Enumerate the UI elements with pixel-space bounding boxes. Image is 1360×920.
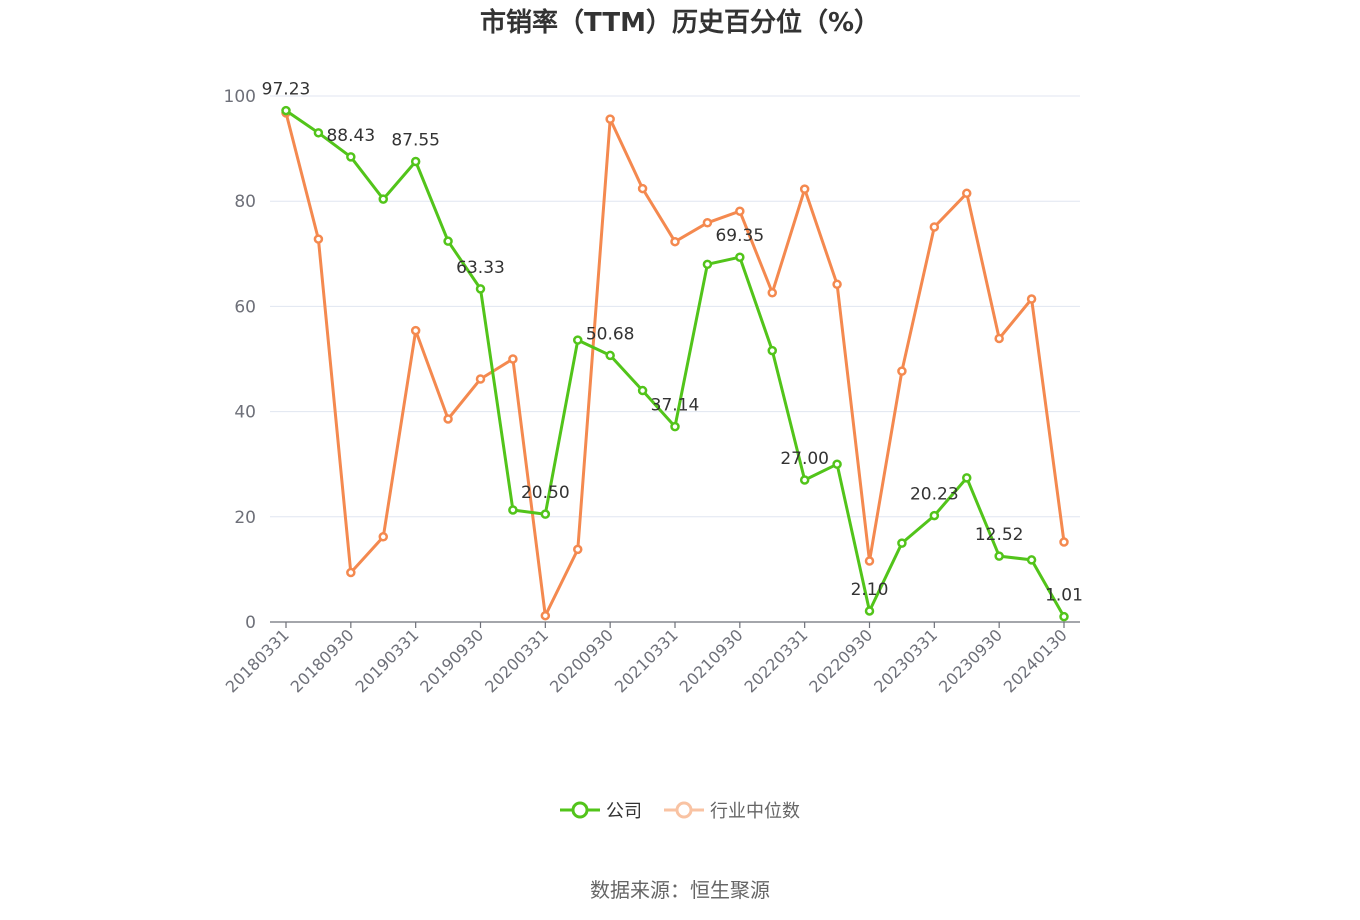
data-point[interactable] [897,538,907,548]
data-label: 37.14 [651,396,700,416]
data-point[interactable] [346,152,356,162]
data-label: 88.43 [326,126,375,146]
data-point[interactable] [637,385,648,396]
x-tick-label: 20200930 [546,625,617,696]
data-point[interactable] [540,509,551,519]
x-tick-label: 20240130 [1000,625,1071,696]
data-source: 数据来源：恒生聚源 [590,878,770,902]
data-point[interactable] [346,567,356,578]
legend-line-circle-icon [664,801,704,819]
data-point[interactable] [443,414,453,424]
y-tick-label: 80 [234,192,256,212]
data-point[interactable] [1026,294,1037,304]
data-label: 12.52 [975,525,1024,545]
data-label: 20.50 [521,483,570,503]
data-point[interactable] [897,366,907,376]
legend-item-industry-median[interactable]: 行业中位数 [664,796,800,824]
x-tick-label: 20200331 [481,625,552,696]
data-point[interactable] [410,156,421,167]
data-labels: 97.23 88.43 87.55 63.33 20.50 50.68 37.14 69.35… [262,80,1083,606]
chart-title: 市销率（TTM）历史百分位（%） [480,8,880,38]
data-point[interactable] [864,606,875,616]
data-point[interactable] [962,473,972,483]
data-point[interactable] [832,279,842,290]
data-point[interactable] [508,354,518,364]
data-point[interactable] [670,236,680,247]
data-label: 63.33 [456,258,505,278]
series-line-0 [285,109,1066,618]
data-point[interactable] [767,287,777,298]
y-tick-label: 0 [245,613,256,633]
data-point[interactable] [735,252,745,262]
data-point[interactable] [702,218,713,228]
data-point[interactable] [378,532,388,542]
grid-lines [270,95,1080,518]
data-point[interactable] [670,421,680,432]
data-point[interactable] [864,556,875,566]
x-tick-label: 20190930 [416,625,487,696]
data-point[interactable] [281,105,291,116]
x-tick-label: 20230930 [935,625,1006,696]
data-label: 50.68 [586,324,635,344]
data-point[interactable] [962,188,972,199]
data-label: 97.23 [262,80,311,100]
data-point[interactable] [508,505,518,515]
x-tick-label: 20190331 [351,625,422,696]
y-tick-label: 100 [224,87,256,107]
data-point[interactable] [994,551,1004,561]
data-point[interactable] [832,459,842,469]
axes: 0 20 40 60 80 100 2018033120180930201903312019… [222,87,1080,696]
data-point[interactable] [540,610,551,621]
data-point[interactable] [929,510,940,521]
data-label: 87.55 [391,130,440,150]
data-point[interactable] [637,183,648,194]
legend-line-circle-icon [560,801,600,819]
x-tick-label: 20230331 [870,625,941,696]
legend: 公司 行业中位数 [0,796,1360,824]
legend-item-company[interactable]: 公司 [560,796,642,824]
data-point[interactable] [475,374,486,384]
data-label: 1.01 [1045,586,1083,606]
data-point[interactable] [573,335,583,345]
data-point[interactable] [313,234,324,244]
data-point[interactable] [313,128,324,138]
data-point[interactable] [929,222,940,232]
x-tick-label: 20180930 [287,625,358,696]
y-tick-label: 40 [234,403,256,423]
data-label: 69.35 [715,226,764,246]
data-point[interactable] [378,194,388,204]
data-point[interactable] [799,475,810,485]
x-tick-label: 20210930 [676,625,747,696]
data-point[interactable] [475,284,486,294]
data-point[interactable] [410,325,421,336]
data-point[interactable] [443,236,453,246]
data-point[interactable] [702,259,713,270]
data-point[interactable] [605,114,615,124]
data-point[interactable] [799,184,810,194]
data-point[interactable] [573,544,583,555]
data-point[interactable] [767,345,777,356]
x-tick-label: 20220331 [740,625,811,696]
series-line-1 [284,112,1066,618]
legend-label-company: 公司 [606,801,642,822]
data-label: 27.00 [780,449,829,469]
data-label: 20.23 [910,485,959,505]
data-point[interactable] [994,333,1004,344]
data-point[interactable] [735,206,745,216]
series-lines [281,105,1069,622]
data-point[interactable] [605,350,615,361]
data-point[interactable] [1026,555,1037,565]
y-tick-label: 60 [234,297,256,317]
x-tick-label: 20180331 [222,625,293,696]
y-tick-label: 20 [234,508,256,528]
data-point[interactable] [1059,611,1069,622]
x-tick-label: 20210331 [611,625,682,696]
data-point[interactable] [1059,537,1069,547]
x-tick-label: 20220930 [805,625,876,696]
data-label: 2.10 [851,580,889,600]
legend-label-industry-median: 行业中位数 [710,801,800,822]
